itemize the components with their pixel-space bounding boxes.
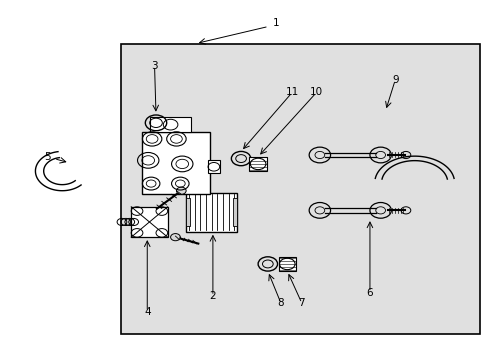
Circle shape [176,187,186,194]
Text: 4: 4 [143,307,150,317]
Text: 8: 8 [277,298,284,308]
Text: 6: 6 [366,288,372,297]
Text: 2: 2 [209,291,216,301]
Bar [186,193,237,232]
Text: 3: 3 [151,61,158,71]
Bar [142,132,210,194]
Bar [131,207,167,237]
Bar [207,160,220,173]
Text: 1: 1 [272,18,279,28]
Circle shape [170,234,180,241]
Bar [249,157,266,171]
Text: 5: 5 [44,152,51,162]
Bar [233,198,237,226]
Bar [278,257,295,271]
Text: 11: 11 [285,87,298,98]
Text: 10: 10 [309,87,323,98]
Bar [186,198,190,226]
Bar [120,44,479,334]
Bar [149,117,191,132]
Text: 9: 9 [391,75,398,85]
Text: 7: 7 [298,298,305,308]
